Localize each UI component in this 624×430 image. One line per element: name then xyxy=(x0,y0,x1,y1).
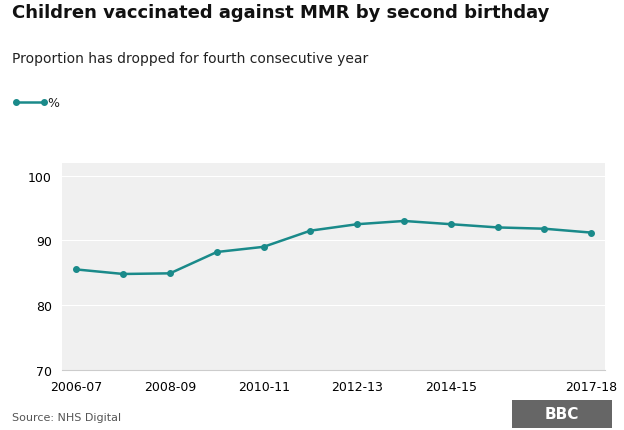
Text: Children vaccinated against MMR by second birthday: Children vaccinated against MMR by secon… xyxy=(12,4,550,22)
Text: Source: NHS Digital: Source: NHS Digital xyxy=(12,412,122,422)
Text: Proportion has dropped for fourth consecutive year: Proportion has dropped for fourth consec… xyxy=(12,52,369,65)
Text: BBC: BBC xyxy=(544,406,579,421)
Text: %: % xyxy=(47,97,59,110)
